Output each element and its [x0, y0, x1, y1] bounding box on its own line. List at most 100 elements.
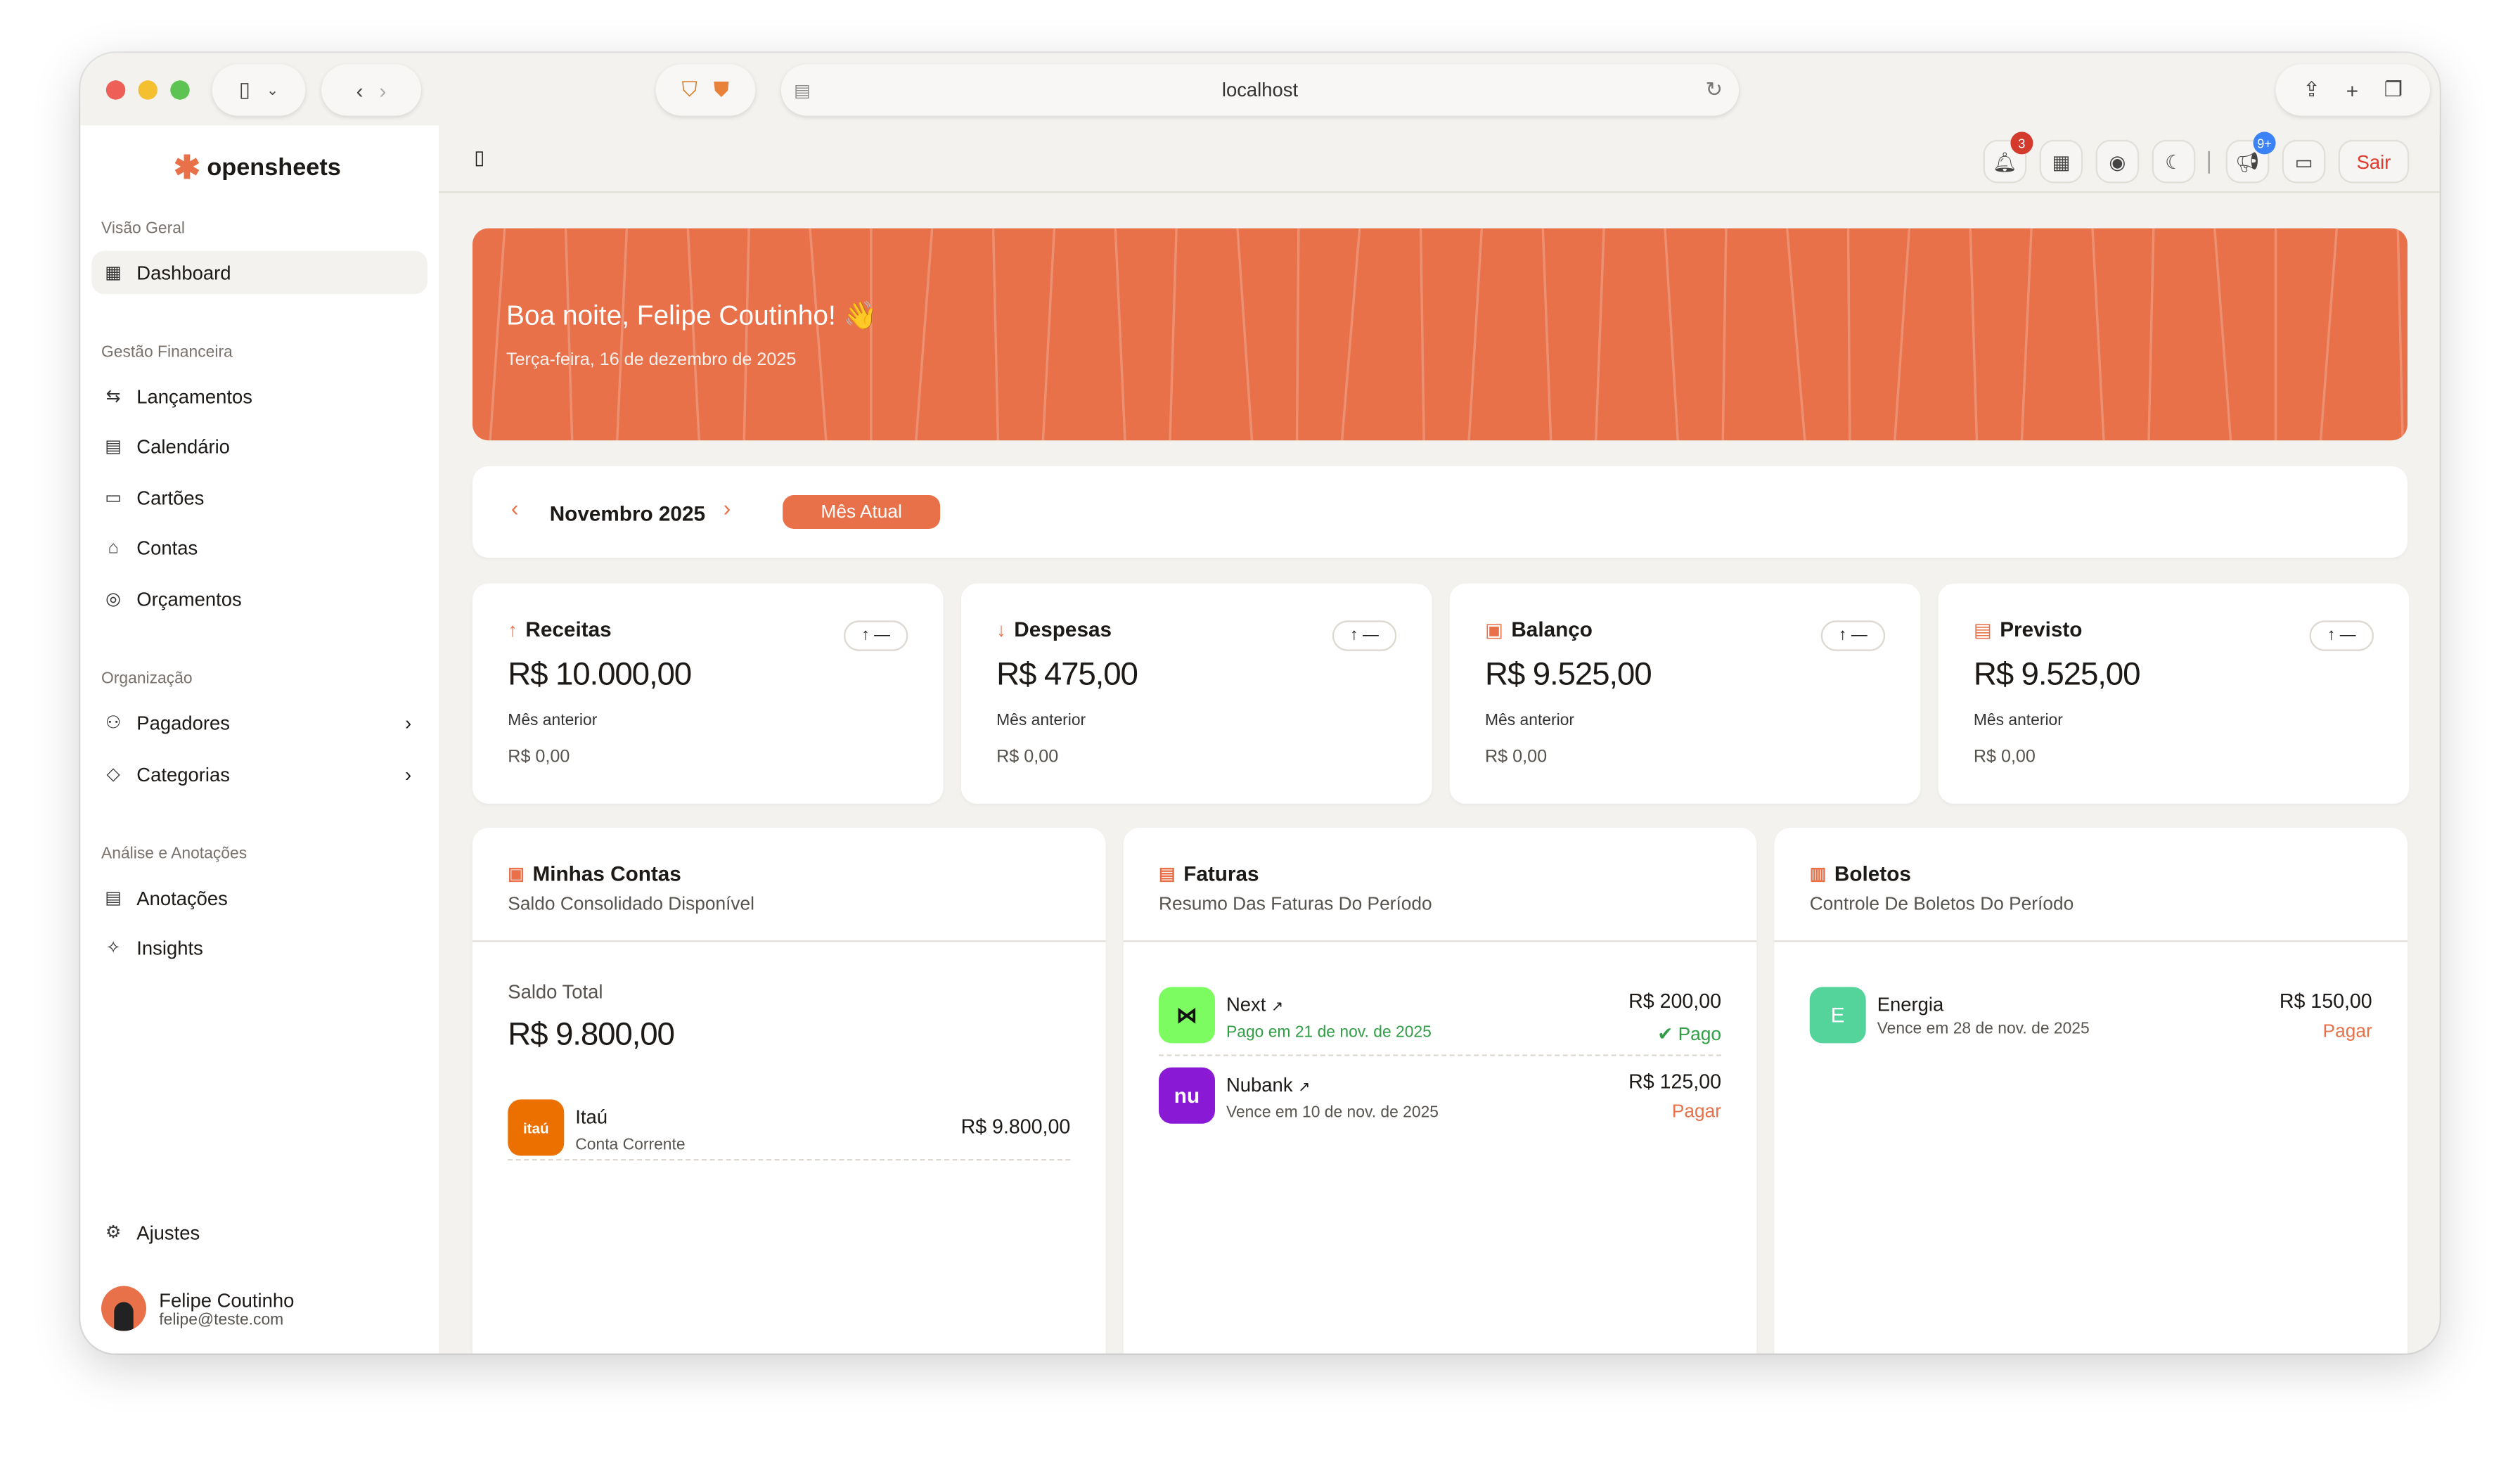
- bitwarden-icon[interactable]: ⛉: [681, 77, 698, 101]
- invoice-name[interactable]: Next ↗: [1226, 994, 1283, 1016]
- extensions[interactable]: ⛉ ⛊: [655, 64, 756, 116]
- shield-icon[interactable]: ⛊: [713, 77, 730, 101]
- users-icon: ⚇: [105, 713, 122, 734]
- back-icon[interactable]: ‹: [356, 77, 364, 103]
- next-month-button[interactable]: ›: [723, 494, 731, 521]
- dashboard-icon: ▦: [105, 263, 122, 283]
- invoice-amount: R$ 125,00: [1628, 1070, 1721, 1094]
- sidebar-item-ajustes[interactable]: ⚙ Ajustes: [91, 1210, 428, 1254]
- reader-icon[interactable]: ▤: [794, 81, 811, 101]
- minimize-window-button[interactable]: [138, 80, 158, 100]
- total-label: Saldo Total: [508, 980, 603, 1004]
- theme-button[interactable]: ☾: [2152, 139, 2196, 184]
- sidebar-item-dashboard[interactable]: ▦ Dashboard: [91, 250, 428, 295]
- prev-month-button[interactable]: ‹: [510, 494, 519, 521]
- invoice-icon: ▤: [1158, 864, 1176, 885]
- sidebar-item-calendario[interactable]: ▤ Calendário: [91, 424, 428, 468]
- sidebar-item-contas[interactable]: ⌂ Contas: [91, 525, 428, 569]
- user-profile[interactable]: Felipe Coutinho felipe@teste.com: [101, 1286, 294, 1331]
- calendar-icon: ▤: [105, 437, 122, 457]
- announcements-button[interactable]: 📢︎ 9+: [2225, 132, 2276, 184]
- trend-badge: ↑ —: [1332, 620, 1397, 651]
- settings-icon: ⚙: [105, 1223, 122, 1243]
- trend-up-icon: ↑: [861, 627, 870, 645]
- logout-button[interactable]: Sair: [2338, 139, 2410, 184]
- pattern-line: [2213, 228, 2232, 441]
- user-name: Felipe Coutinho: [159, 1288, 295, 1311]
- notifications-button[interactable]: 🔔︎ 3: [1983, 132, 2033, 184]
- pattern-line: [2147, 228, 2155, 441]
- pay-button[interactable]: Pagar: [1671, 1102, 1721, 1122]
- bill-row[interactable]: E Energia Vence em 28 de nov. de 2025 R$…: [1809, 987, 2372, 1058]
- sidebar-item-cartoes[interactable]: ▭ Cartões: [91, 476, 428, 520]
- section-title: Organização: [101, 670, 193, 689]
- prev-label: Mês anterior: [508, 712, 598, 730]
- sidebar-toggle-button[interactable]: ▯ ⌄: [212, 64, 306, 116]
- maximize-window-button[interactable]: [170, 80, 190, 100]
- url-text[interactable]: localhost: [1221, 78, 1299, 101]
- stat-card-previsto: ▤ Previsto ↑ — R$ 9.525,00 Mês anterior R…: [1938, 583, 2410, 804]
- new-tab-icon[interactable]: +: [2346, 77, 2359, 103]
- accounts-card: ▣ Minhas Contas Saldo Consolidado Disponí…: [472, 828, 1106, 1354]
- address-bar[interactable]: ▤ localhost ↻: [780, 64, 1740, 116]
- chevron-right-icon: ›: [404, 711, 412, 734]
- sidebar-item-pagadores[interactable]: ⚇ Pagadores ›: [91, 701, 428, 745]
- main-content: ▯ 🔔︎ 3 ▦ ◉ ☾ 📢︎ 9+ ▭ Sair Boa noite, Felip…: [438, 125, 2440, 1354]
- invoice-row[interactable]: nu Nubank ↗ Vence em 10 de nov. de 2025 …: [1158, 1067, 1721, 1139]
- pattern-line: [2396, 228, 2404, 441]
- sidebar-item-categorias[interactable]: ◇ Categorias ›: [91, 753, 428, 796]
- bill-avatar: E: [1809, 987, 1866, 1044]
- feedback-button[interactable]: ▭: [2282, 139, 2326, 184]
- chevron-down-icon: ⌄: [266, 81, 279, 98]
- reload-icon[interactable]: ↻: [1705, 77, 1723, 101]
- browser-toolbar: ▯ ⌄ ‹ › ⛉ ⛊ ▤ localhost ↻ ⇪ + ❐: [80, 53, 2440, 126]
- invoice-date: Pago em 21 de nov. de 2025: [1226, 1023, 1432, 1042]
- prev-label: Mês anterior: [1973, 712, 2063, 730]
- calculator-button[interactable]: ▦: [2039, 139, 2083, 184]
- divider: [508, 1158, 1071, 1161]
- invoice-amount: R$ 200,00: [1628, 990, 1721, 1013]
- status: Pago: [1678, 1025, 1721, 1045]
- card-subtitle: Saldo Consolidado Disponível: [508, 895, 754, 915]
- name: Nubank: [1226, 1073, 1293, 1096]
- sidebar-item-lancamentos[interactable]: ⇆ Lançamentos: [91, 375, 428, 418]
- card-title: Boletos: [1834, 862, 1911, 886]
- tabs-icon[interactable]: ❐: [2384, 77, 2403, 101]
- calculator-icon: ▦: [2052, 150, 2071, 173]
- chevron-right-icon: ›: [404, 762, 412, 786]
- privacy-button[interactable]: ◉: [2095, 139, 2140, 184]
- pay-button[interactable]: Pagar: [2322, 1022, 2372, 1042]
- forward-icon[interactable]: ›: [379, 77, 387, 103]
- pattern-line: [2319, 228, 2339, 441]
- trend-badge: ↑ —: [843, 620, 908, 651]
- bill-name: Energia: [1877, 993, 1944, 1016]
- balance-icon: ▣: [1484, 617, 1503, 641]
- prev-label: Mês anterior: [996, 712, 1086, 730]
- section-title: Análise e Anotações: [101, 845, 248, 864]
- pattern-line: [489, 228, 506, 441]
- panel-toggle-icon[interactable]: ▯: [474, 146, 485, 169]
- check-circle-icon: ✔: [1657, 1025, 1673, 1045]
- stat-title: Despesas: [1014, 617, 1112, 641]
- close-window-button[interactable]: [105, 80, 126, 100]
- sidebar-item-orcamentos[interactable]: ◎ Orçamentos: [91, 577, 428, 621]
- pattern-line: [686, 228, 700, 441]
- prev-value: R$ 0,00: [1484, 747, 1548, 767]
- pattern-line: [1295, 228, 1300, 441]
- sidebar-item-anotacoes[interactable]: ▤ Anotações: [91, 876, 428, 920]
- share-icon[interactable]: ⇪: [2303, 77, 2321, 101]
- current-month-button[interactable]: Mês Atual: [783, 494, 941, 529]
- nav-buttons[interactable]: ‹ ›: [321, 64, 421, 116]
- pattern-line: [1594, 228, 1605, 441]
- trend-up-icon: ↑: [1839, 627, 1847, 645]
- pattern-line: [1340, 228, 1361, 441]
- pattern-line: [2091, 228, 2105, 441]
- brand-logo[interactable]: ✱ opensheets: [174, 148, 341, 188]
- sidebar-item-insights[interactable]: ✧ Insights: [91, 926, 428, 970]
- pattern-line: [1467, 228, 1484, 441]
- invoice-name[interactable]: Nubank ↗: [1226, 1074, 1310, 1096]
- divider: [472, 940, 1106, 942]
- invoice-row[interactable]: ⋈ Next ↗ Pago em 21 de nov. de 2025 R$ 2…: [1158, 987, 1721, 1058]
- account-row[interactable]: itaú Itaú Conta Corrente R$ 9.800,00: [508, 1099, 1070, 1170]
- bill-date: Vence em 28 de nov. de 2025: [1877, 1020, 2090, 1039]
